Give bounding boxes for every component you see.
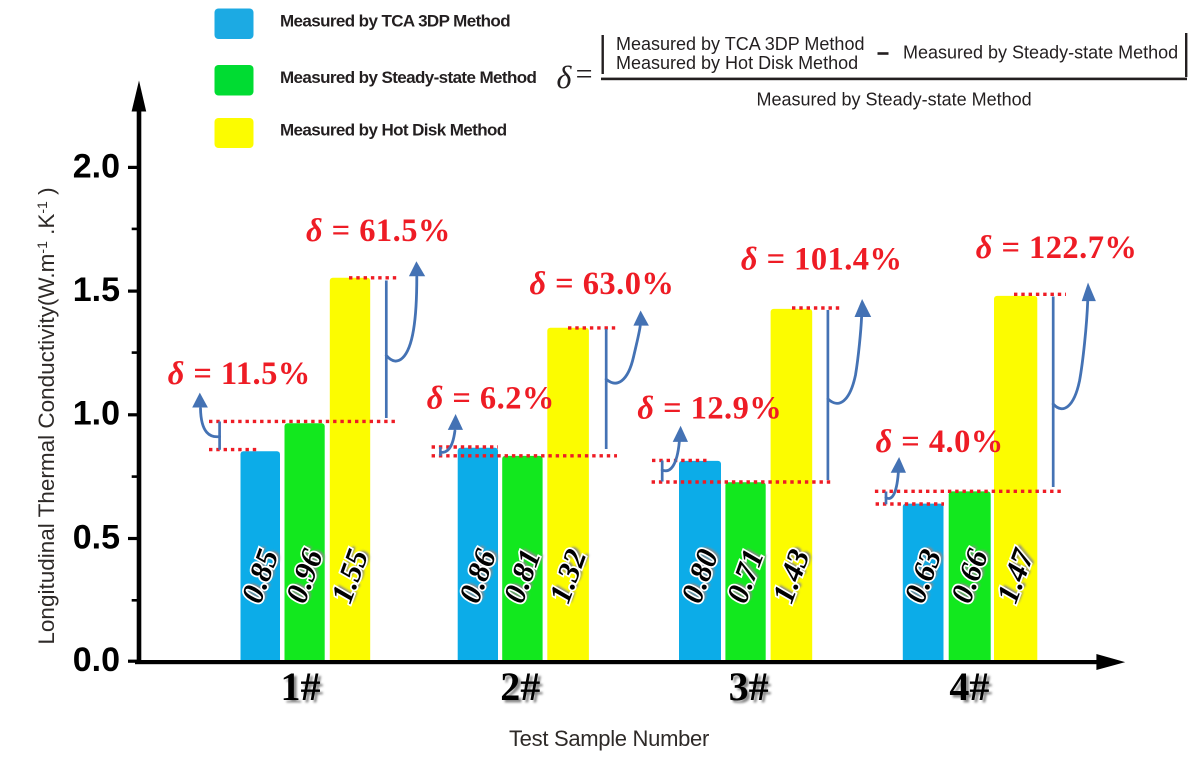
svg-text:Test Sample Number: Test Sample Number — [509, 726, 709, 751]
svg-text:Measured by Hot Disk Method: Measured by Hot Disk Method — [616, 53, 858, 73]
svg-text:1#: 1# — [283, 666, 323, 711]
svg-text:δ: δ — [557, 59, 573, 95]
svg-text:Measured by Steady-state Metho: Measured by Steady-state Method — [280, 68, 537, 87]
svg-text:Measured by TCA 3DP Method: Measured by TCA 3DP Method — [280, 12, 510, 31]
svg-text:Measured by TCA 3DP Method: Measured by TCA 3DP Method — [616, 34, 864, 54]
svg-text:1.0: 1.0 — [73, 395, 120, 433]
svg-text:Measured by Hot Disk Method: Measured by Hot Disk Method — [280, 121, 507, 140]
svg-text:1#: 1# — [281, 664, 321, 709]
svg-text:2#: 2# — [500, 664, 540, 709]
svg-text:Longitudinal Thermal Conducti: Longitudinal Thermal Conductivity(W.m-1 … — [34, 187, 59, 644]
svg-text:2.0: 2.0 — [73, 147, 120, 185]
svg-text:Measured by Steady-state Metho: Measured by Steady-state Method — [757, 89, 1032, 109]
svg-text:0.0: 0.0 — [73, 641, 120, 679]
svg-text:δ = 6.2%: δ = 6.2% — [427, 381, 555, 417]
svg-text:δ = 122.7%: δ = 122.7% — [976, 230, 1138, 266]
svg-text:δ = 63.0%: δ = 63.0% — [530, 266, 675, 302]
svg-text:4#: 4# — [949, 664, 989, 709]
svg-text:3#: 3# — [729, 664, 769, 709]
svg-text:δ = 12.9%: δ = 12.9% — [637, 390, 782, 426]
svg-text:3#: 3# — [731, 666, 771, 711]
svg-text:δ = 61.5%: δ = 61.5% — [306, 213, 451, 249]
svg-text:δ = 11.5%: δ = 11.5% — [168, 356, 311, 392]
svg-text:=: = — [576, 58, 593, 91]
svg-text:1.5: 1.5 — [73, 271, 120, 309]
svg-text:4#: 4# — [952, 666, 992, 711]
svg-text:δ = 101.4%: δ = 101.4% — [741, 242, 903, 278]
svg-text:Measured by Steady-state Metho: Measured by Steady-state Method — [903, 43, 1178, 63]
svg-text:0.5: 0.5 — [73, 518, 120, 556]
svg-text:δ = 4.0%: δ = 4.0% — [876, 424, 1004, 460]
svg-text:2#: 2# — [503, 666, 543, 711]
